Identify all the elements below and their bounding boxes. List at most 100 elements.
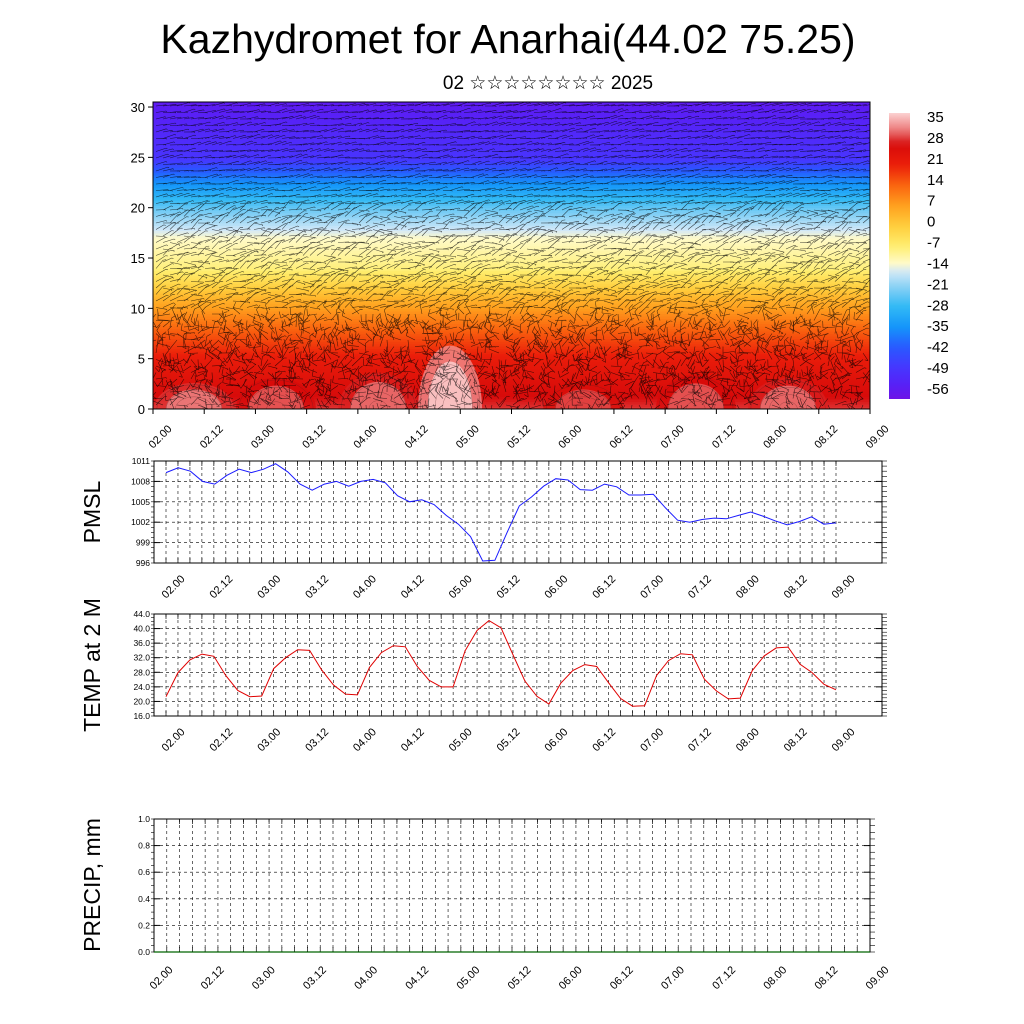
wind-barb [687,215,698,224]
heatmap-band [153,318,870,322]
wind-barb [617,292,631,302]
wind-barb [757,181,770,185]
wind-barb [442,102,455,107]
wind-barb [708,230,723,237]
heatmap-band [153,232,870,236]
wind-barb [771,193,785,198]
wind-barb [414,286,427,289]
wind-barb [540,102,555,107]
wind-barb [246,235,258,240]
wind-barb [596,168,608,172]
wind-barb [358,300,372,302]
wind-barb [841,213,854,224]
wind-barb [155,147,168,152]
wind-barb [708,127,722,133]
wind-barb [183,143,195,146]
wind-barb [715,223,727,230]
wind-barb [862,104,870,107]
wind-barb [582,206,596,211]
wind-barb [414,261,425,266]
wind-barb [169,278,181,282]
wind-barb [204,188,217,191]
wind-barb [603,257,614,263]
wind-barb [232,200,247,204]
heatmap-band [153,356,870,360]
heatmap-band [153,112,870,116]
wind-barb [190,187,204,191]
wind-barb [610,154,624,159]
wind-barb [330,273,342,282]
wind-barb [729,196,743,198]
wind-barb [309,194,322,198]
wind-barb [463,261,476,269]
heatmap-band [153,109,870,113]
wind-barb [743,174,756,178]
wind-barb [841,129,853,133]
wind-barb [477,237,489,243]
wind-barb [449,241,463,250]
wind-barb [533,209,544,213]
wind-barb [862,129,870,133]
wind-barb [694,215,706,224]
wind-barb [631,215,645,224]
wind-barb [274,148,289,152]
wind-barb [267,209,281,215]
wind-barb [561,203,574,205]
heatmap-band [153,328,870,332]
wind-barb [358,122,370,126]
wind-barb [260,241,271,250]
wind-barb [295,122,308,126]
wind-barb [232,154,247,159]
wind-barb [750,181,764,185]
heatmap-band [153,240,870,244]
wind-barb [365,103,377,107]
wind-barb [267,287,280,290]
wind-barb [792,261,803,266]
wind-barb [484,300,495,308]
wind-barb [603,260,614,269]
wind-barb [533,287,546,289]
wind-barb [561,289,574,295]
wind-barb [862,118,870,120]
wind-barb [260,282,273,289]
wind-barb [596,129,610,133]
wind-barb [785,128,800,133]
wind-barb [428,157,441,159]
wind-barb [253,186,265,191]
wind-barb [785,167,800,172]
wind-barb [183,261,197,267]
wind-barb [624,128,639,133]
wind-barb [687,251,700,256]
wind-barb [526,225,540,230]
wind-barb [274,239,285,250]
wind-barb [484,163,498,165]
wind-barb [666,213,681,217]
wind-barb [162,238,176,243]
wind-barb [617,274,629,280]
wind-barb [617,216,630,224]
wind-barb [834,240,847,250]
wind-barb [330,294,345,296]
wind-barb [617,235,630,240]
heatmap-band [153,230,870,234]
wind-barb [505,123,517,126]
wind-barb [848,151,862,153]
wind-barb [526,174,538,178]
wind-barb [862,258,870,263]
wind-barb [596,278,610,282]
wind-barb [295,154,308,159]
wind-barb [568,235,579,239]
wind-barb [736,235,748,243]
wind-barb [526,294,539,299]
wind-barb [526,262,538,269]
wind-barb [526,155,538,159]
wind-barb [295,262,309,269]
wind-barb [792,286,806,289]
wind-barb [344,201,356,211]
wind-barb [862,170,870,172]
wind-barb [337,161,349,165]
wind-barb [253,206,268,211]
wind-barb [162,302,176,308]
bubble-contour [759,387,817,409]
wind-barb [316,129,328,133]
